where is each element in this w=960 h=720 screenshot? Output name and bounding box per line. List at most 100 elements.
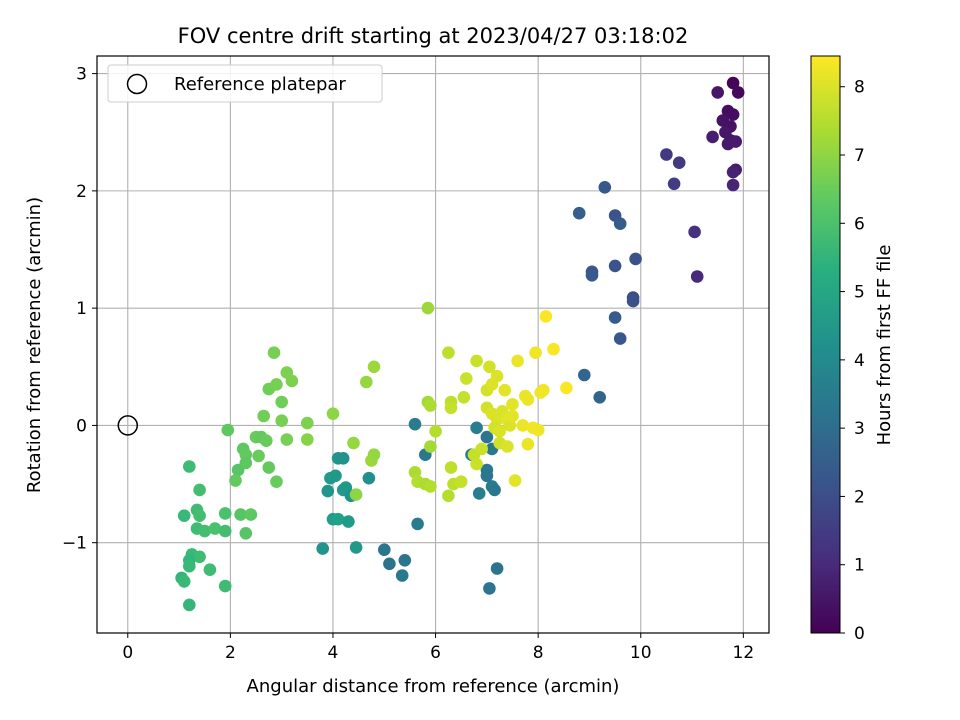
scatter-point (444, 461, 458, 474)
scatter-point (331, 512, 345, 526)
y-axis-ticks: −1 0 1 2 3 (62, 65, 97, 554)
scatter-point (218, 524, 232, 538)
colorbar-tick-label: 5 (854, 283, 865, 303)
scatter-point (275, 395, 289, 409)
scatter-point (490, 562, 504, 575)
scatter-point (667, 177, 681, 191)
scatter-point (329, 469, 342, 483)
y-axis-label: Rotation from reference (arcmin) (24, 197, 45, 493)
scatter-point (378, 543, 391, 556)
y-tick-label: 2 (76, 182, 87, 202)
reference-platepar-marker (117, 415, 139, 436)
scatter-point (529, 346, 542, 360)
scatter-point (349, 488, 363, 501)
scatter-point (193, 550, 206, 564)
scatter-point (244, 508, 258, 521)
scatter-point (470, 457, 483, 471)
scatter-point (362, 471, 376, 485)
colorbar-tick-label: 8 (854, 78, 865, 98)
scatter-point (229, 474, 242, 487)
scatter-point (629, 252, 642, 266)
scatter-point (626, 294, 640, 308)
scatter-point (218, 579, 232, 593)
x-tick-label: 12 (733, 643, 755, 663)
scatter-point (239, 456, 253, 470)
x-tick-label: 8 (533, 643, 544, 663)
scatter-point (585, 269, 599, 282)
y-tick-label: 0 (76, 416, 87, 436)
scatter-point (726, 165, 740, 179)
scatter-point (275, 414, 289, 428)
scatter-point (608, 259, 622, 273)
colorbar-tick-label: 1 (854, 556, 865, 576)
scatter-point (547, 342, 560, 356)
x-tick-label: 0 (122, 643, 133, 663)
scatter-point (321, 484, 335, 498)
scatter-point (490, 369, 504, 383)
scatter-point (442, 489, 455, 503)
colorbar-tick-label: 3 (854, 419, 865, 439)
x-tick-label: 10 (630, 643, 652, 663)
x-tick-label: 6 (430, 643, 441, 663)
scatter-point (506, 398, 519, 411)
scatter-point (301, 433, 314, 446)
scatter-point (395, 569, 409, 582)
colorbar-tick-label: 6 (854, 214, 865, 234)
scatter-point (516, 419, 530, 432)
scatter-point (177, 575, 191, 588)
scatter-point (367, 448, 381, 462)
scatter-point (408, 417, 422, 431)
scatter-point (444, 401, 458, 415)
legend-box (107, 64, 383, 103)
scatter-point (257, 409, 271, 423)
scatter-point (560, 381, 573, 395)
scatter-point (731, 86, 745, 99)
scatter-point (726, 76, 740, 90)
scatter-point (488, 483, 501, 497)
reference-marker-layer (117, 415, 139, 436)
scatter-point (483, 360, 496, 374)
scatter-point (203, 563, 217, 576)
x-tick-label: 4 (328, 643, 339, 663)
scatter-point (572, 206, 586, 220)
scatter-point (429, 425, 442, 438)
plot-frame (96, 55, 770, 634)
colorbar-tick-label: 0 (854, 624, 865, 644)
scatter-point (177, 509, 191, 522)
scatter-point (690, 270, 704, 283)
scatter-point (193, 483, 206, 497)
scatter-point (239, 527, 253, 540)
scatter-point (472, 487, 486, 500)
scatter-point (360, 375, 373, 389)
scatter-point (301, 416, 314, 430)
legend: Reference platepar (107, 64, 383, 103)
scatter-point (280, 433, 294, 446)
scatter-point (267, 346, 281, 360)
scatter-point (537, 383, 550, 397)
colorbar-ticks: 0 1 2 3 4 5 6 7 8 (840, 78, 865, 644)
scatter-point (711, 86, 724, 99)
y-tick-label: 1 (76, 299, 87, 319)
scatter-point (521, 393, 535, 406)
scatter-point (498, 383, 512, 397)
scatter-point (460, 372, 473, 385)
scatter-point (672, 156, 686, 169)
scatter-point (285, 374, 299, 388)
scatter-point (193, 509, 206, 522)
x-axis-ticks: 0 2 4 6 8 10 12 (122, 633, 754, 663)
scatter-point (316, 542, 330, 555)
x-tick-label: 2 (225, 643, 236, 663)
scatter-point (511, 354, 524, 368)
scatter-point (475, 442, 489, 456)
scatter-point (342, 515, 355, 528)
scatter-point (260, 434, 273, 448)
scatter-point (493, 425, 507, 438)
scatter-point (608, 311, 622, 324)
colorbar-tick-label: 2 (854, 487, 865, 507)
scatter-point (424, 399, 437, 412)
scatter-point (183, 598, 196, 612)
scatter-point (270, 475, 283, 489)
scatter-point (539, 310, 553, 323)
scatter-point (521, 437, 535, 451)
chart-title: FOV centre drift starting at 2023/04/27 … (178, 24, 689, 48)
